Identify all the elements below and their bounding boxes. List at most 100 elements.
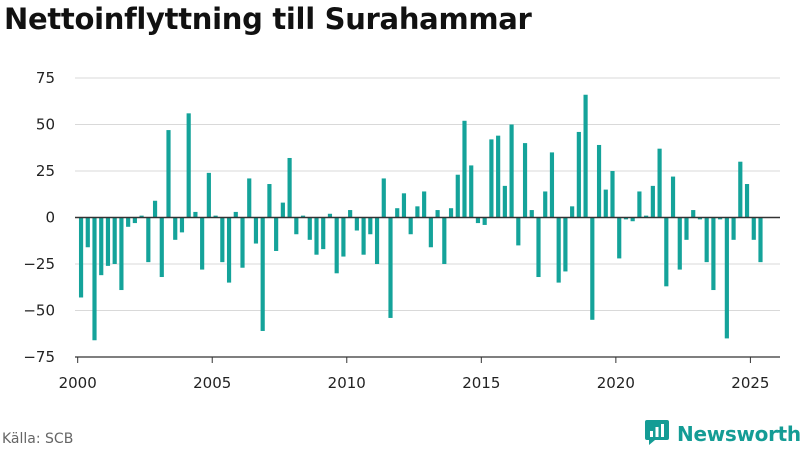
bar: [462, 120, 467, 218]
bar: [644, 215, 649, 218]
y-tick-label: −25: [23, 255, 55, 273]
bar: [428, 217, 433, 248]
bar: [697, 217, 703, 220]
bar: [361, 217, 366, 255]
bar: [502, 185, 507, 218]
bar: [684, 217, 689, 240]
newsworthy-brand[interactable]: Newsworthy: [644, 419, 800, 448]
bar: [132, 217, 137, 224]
bar: [314, 217, 319, 255]
bar: [334, 217, 339, 274]
bar: [650, 185, 655, 218]
x-tick-label: 2010: [328, 374, 366, 392]
bar: [442, 217, 447, 264]
bar: [220, 217, 225, 263]
bar: [670, 176, 676, 218]
bar: [226, 217, 232, 283]
bar: [415, 206, 420, 218]
bar: [489, 139, 494, 218]
y-tick-label: 75: [36, 69, 55, 87]
y-tick-label: −75: [23, 348, 55, 366]
bar: [193, 211, 198, 218]
bar: [731, 217, 736, 240]
bar: [563, 217, 568, 272]
bar: [321, 217, 326, 250]
bar: [166, 130, 171, 218]
bar: [173, 217, 178, 240]
y-tick-label: −50: [23, 302, 55, 320]
chart-title: Nettoinflyttning till Surahammar: [4, 2, 532, 36]
bar: [475, 217, 481, 224]
bar: [395, 208, 400, 218]
bar: [536, 217, 541, 278]
bar: [139, 215, 144, 218]
bar: [233, 211, 238, 218]
bar: [247, 178, 252, 218]
bar: [307, 217, 312, 240]
bar: [374, 217, 380, 264]
bar: [341, 217, 346, 257]
bar: [159, 217, 164, 278]
bar: [758, 217, 763, 263]
bar: [354, 217, 359, 231]
bar: [105, 217, 111, 266]
bar: [179, 217, 185, 233]
bar: [126, 217, 131, 227]
bar: [455, 174, 460, 218]
bar: [267, 184, 272, 218]
bar: [711, 217, 716, 291]
bar: [280, 202, 285, 218]
bar: [287, 157, 292, 218]
bar: [78, 217, 84, 298]
bar: [408, 217, 413, 235]
brand-name: Newsworthy: [677, 422, 800, 446]
gridlines: [75, 77, 780, 358]
bar: [617, 217, 622, 259]
y-tick-labels: 75 50 25 0 −25 −50 −75: [23, 69, 55, 366]
source-label: Källa: SCB: [2, 431, 74, 447]
bar: [576, 131, 581, 218]
bar: [152, 200, 158, 218]
bar: [119, 217, 124, 291]
bar: [718, 217, 723, 220]
bar: [549, 152, 555, 218]
bar: [603, 189, 608, 218]
bar: [99, 217, 104, 276]
bar: [583, 94, 588, 218]
bar: [469, 165, 474, 218]
bar: [677, 217, 682, 270]
bar: [186, 113, 191, 218]
bar: [388, 217, 393, 318]
bar: [213, 215, 218, 218]
bar: [240, 217, 245, 268]
bar: [85, 217, 90, 248]
bar: [435, 210, 440, 218]
axes: [75, 216, 780, 363]
bar: [381, 178, 386, 218]
bar: [751, 217, 756, 240]
bar: [112, 217, 117, 264]
x-tick-label: 2020: [597, 374, 635, 392]
bar: [496, 135, 501, 218]
bar: [368, 217, 373, 235]
y-tick-label: 25: [36, 162, 55, 180]
bar: [422, 191, 427, 218]
x-tick-label: 2025: [731, 374, 769, 392]
bar: [657, 148, 662, 218]
bar: [630, 217, 635, 222]
bar: [556, 217, 561, 283]
bar: [570, 206, 575, 218]
bar: [482, 217, 487, 225]
bar: [738, 161, 743, 218]
bar: [448, 208, 454, 218]
bar: [200, 217, 205, 270]
bar: [327, 213, 333, 218]
bar: [294, 217, 299, 235]
y-tick-label: 0: [45, 209, 55, 227]
bar: [522, 143, 528, 218]
bar: [92, 217, 97, 341]
x-tick-labels: 2000 2005 2010 2015 2020 2025: [59, 374, 770, 392]
x-tick-label: 2015: [462, 374, 500, 392]
bar: [724, 217, 729, 339]
